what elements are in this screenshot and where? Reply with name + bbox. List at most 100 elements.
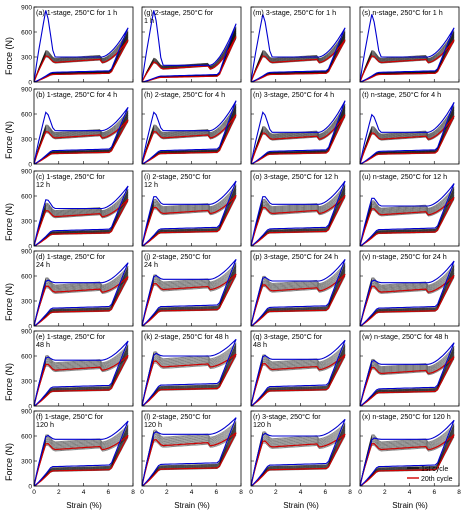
cycle-line (142, 345, 237, 406)
cycle-line (142, 343, 237, 406)
plot-area-j (142, 258, 237, 326)
cycle-line (251, 425, 346, 486)
cycle-line (142, 110, 237, 164)
cycle-20-line (251, 114, 346, 164)
cycle-line (251, 268, 346, 326)
cycle-line (360, 109, 455, 164)
cycle-line (360, 427, 455, 486)
cycle-line (34, 269, 129, 326)
cycle-line (142, 346, 237, 406)
cycle-20-line (251, 194, 346, 246)
cycle-line (251, 422, 346, 486)
cycle-line (142, 349, 237, 406)
cycle-line (251, 345, 346, 406)
panel-title: (d) 1-stage, 250°C for (36, 252, 106, 261)
cycle-line (34, 278, 129, 326)
plot-area-x (360, 419, 455, 486)
cycle-20-line (34, 198, 129, 246)
cycle-line (142, 265, 237, 326)
cycle-line (360, 265, 455, 326)
x-tick-label: 0 (32, 489, 36, 496)
panel-title-line2: 120 h (253, 420, 271, 429)
cycle-line (142, 425, 237, 486)
x-tick-label: 6 (432, 489, 436, 496)
cycle-line (360, 187, 455, 246)
cycle-line (34, 196, 129, 246)
panel-frame (359, 6, 460, 83)
cycle-line (251, 190, 346, 246)
cycle-20-line (142, 114, 237, 164)
cycle-line (360, 186, 455, 246)
cycle-line (251, 429, 346, 486)
first-cycle-line (251, 100, 346, 164)
cycle-20-line (34, 276, 129, 326)
panel-title: (r) 3-stage, 250°C for (253, 412, 321, 421)
cycle-line (34, 194, 129, 246)
cycle-line (251, 424, 346, 486)
cycle-line (142, 197, 237, 246)
x-tick-label: 8 (131, 489, 135, 496)
y-tick-label: 600 (21, 434, 32, 441)
cycle-line (142, 187, 237, 246)
cycle-line (360, 191, 455, 246)
cycle-line (142, 430, 237, 486)
first-cycle-line (251, 339, 346, 406)
cycle-line (360, 269, 455, 326)
cycle-line (251, 430, 346, 486)
cycle-line (251, 185, 346, 246)
cycle-line (142, 347, 237, 406)
cycle-line (34, 268, 129, 326)
cycle-line (34, 271, 129, 326)
cycle-line (251, 271, 346, 326)
cycle-line (34, 191, 129, 246)
cycle-line (34, 426, 129, 486)
cycle-line (251, 346, 346, 406)
first-cycle-line (34, 106, 129, 164)
plot-area-v (360, 260, 455, 326)
cycle-line (251, 185, 346, 246)
cycle-line (142, 106, 237, 164)
cycle-line (360, 272, 455, 326)
x-axis-label-strain: Strain (%) (174, 501, 210, 510)
cycle-line (251, 262, 346, 326)
cycle-line (34, 194, 129, 246)
cycle-line (251, 356, 346, 406)
panel-title: (w) n-stage, 250°C for 48 h (362, 332, 448, 341)
cycle-line (360, 188, 455, 246)
first-cycle-line (360, 342, 455, 406)
plot-area-b (34, 106, 129, 164)
cycle-line (251, 343, 346, 406)
panel-s: (s) n-stage, 250°C for 1 h (359, 6, 460, 83)
cycle-line (34, 266, 129, 326)
cycle-line (142, 192, 237, 246)
y-tick-label: 600 (21, 112, 32, 119)
cycle-line (34, 267, 129, 326)
first-cycle-line (34, 340, 129, 406)
cycle-line (360, 191, 455, 246)
cycle-line (142, 108, 237, 164)
y-tick-label: 0 (28, 244, 32, 251)
panel-h: (h) 2-stage, 250°C for 4 h (141, 88, 242, 165)
panel-title-line2: 48 h (253, 340, 267, 349)
y-axis-label-force: Force (N) (4, 37, 14, 75)
cycle-line (360, 271, 455, 326)
plot-area-e (34, 340, 129, 406)
cycle-line (34, 437, 129, 486)
y-tick-label: 900 (21, 5, 32, 12)
first-cycle-line (34, 262, 129, 326)
cycle-line (142, 276, 237, 326)
cycle-line (251, 270, 346, 326)
cycle-line (142, 435, 237, 486)
panel-title-line2: 120 h (144, 420, 162, 429)
first-cycle-line (142, 338, 237, 406)
cycle-line (142, 191, 237, 246)
panel-title: (g) 2-stage, 250°C for (144, 8, 214, 17)
y-tick-label: 300 (21, 219, 32, 226)
panel-title-line2: 120 h (36, 420, 54, 429)
cycle-line (360, 428, 455, 486)
cycle-line (251, 197, 346, 246)
cycle-line (34, 270, 129, 326)
